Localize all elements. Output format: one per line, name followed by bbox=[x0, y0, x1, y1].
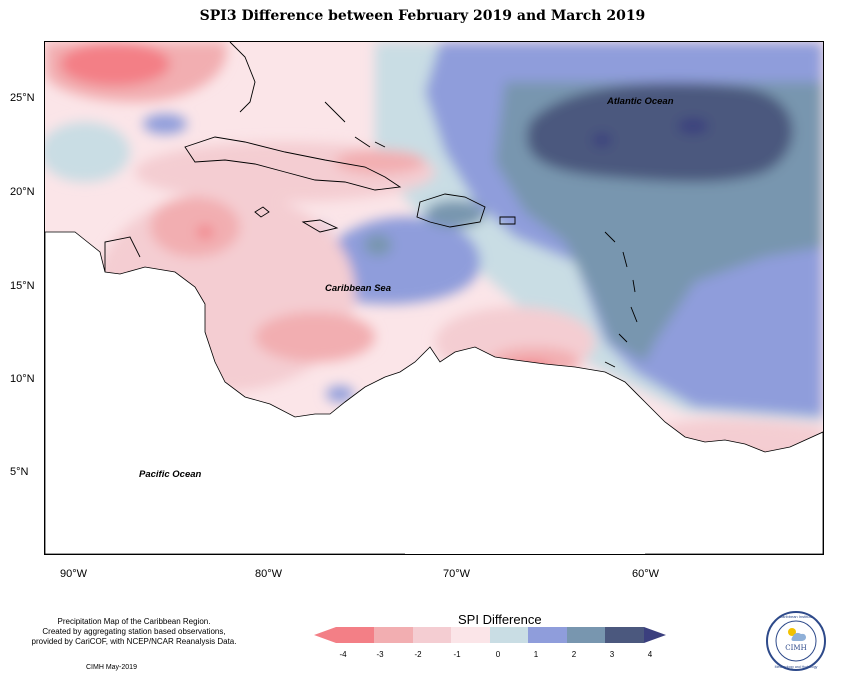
y-tick-20n: 20°N bbox=[10, 186, 35, 198]
legend-tick-m4: -4 bbox=[339, 650, 347, 659]
land-south-america bbox=[405, 362, 665, 554]
x-tick-90w: 90°W bbox=[60, 568, 88, 580]
legend-arrow-right bbox=[644, 627, 666, 643]
map-frame: Atlantic Ocean Caribbean Sea Pacific Oce… bbox=[44, 41, 824, 555]
map-title: SPI3 Difference between February 2019 an… bbox=[199, 8, 646, 24]
legend-arrow-left bbox=[314, 627, 336, 643]
y-tick-15n: 15°N bbox=[10, 280, 35, 292]
legend-swatch-3 bbox=[451, 627, 490, 643]
dry-spot bbox=[197, 226, 213, 238]
legend-swatch-1 bbox=[374, 627, 413, 643]
pacific-ocean-label: Pacific Ocean bbox=[139, 469, 202, 480]
credits-line-3: provided by CariCOF, with NCEP/NCAR Rean… bbox=[31, 637, 237, 646]
credits-line-1: Precipitation Map of the Caribbean Regio… bbox=[57, 617, 211, 626]
wet-extreme-core bbox=[677, 118, 709, 134]
cimh-logo: CIMH Caribbean Institute Meteorology and… bbox=[765, 610, 827, 672]
y-tick-25n: 25°N bbox=[10, 92, 35, 104]
coastlines bbox=[104, 42, 638, 368]
x-tick-80w: 80°W bbox=[255, 568, 283, 580]
logo-center-text: CIMH bbox=[785, 644, 806, 652]
dry-light-cuba-east bbox=[335, 150, 425, 174]
legend-tick-3: 3 bbox=[610, 650, 615, 659]
dry-central-am bbox=[150, 197, 240, 257]
legend-tick-m1: -1 bbox=[453, 650, 461, 659]
legend-swatch-2 bbox=[413, 627, 451, 643]
logo-bottom-text: Meteorology and Hydrology bbox=[775, 665, 818, 669]
legend-title: SPI Difference bbox=[458, 612, 542, 627]
legend-tick-0: 0 bbox=[496, 650, 501, 659]
panama-wet bbox=[326, 386, 354, 402]
y-tick-10n: 10°N bbox=[10, 373, 35, 385]
wet-patch-west bbox=[143, 114, 187, 134]
legend-colorbar: -4 -3 -2 -1 0 1 2 3 4 bbox=[314, 627, 684, 668]
spi-map: Atlantic Ocean Caribbean Sea Pacific Oce… bbox=[45, 42, 823, 554]
legend-swatch-5 bbox=[528, 627, 567, 643]
cimh-date: CIMH May-2019 bbox=[86, 664, 137, 671]
legend-swatch-0 bbox=[336, 627, 374, 643]
wet-patch-nw bbox=[45, 122, 130, 182]
logo-top-text: Caribbean Institute bbox=[779, 614, 813, 619]
x-tick-70w: 70°W bbox=[443, 568, 471, 580]
x-tick-60w: 60°W bbox=[632, 568, 660, 580]
cloud-icon bbox=[791, 632, 806, 641]
wet-extreme-core2 bbox=[592, 133, 612, 147]
legend-tick-m3: -3 bbox=[376, 650, 384, 659]
legend-swatch-6 bbox=[567, 627, 605, 643]
legend-tick-m2: -2 bbox=[414, 650, 422, 659]
legend-tick-4: 4 bbox=[648, 650, 653, 659]
atlantic-ocean-label: Atlantic Ocean bbox=[606, 96, 674, 107]
credits-block: Precipitation Map of the Caribbean Regio… bbox=[14, 617, 254, 647]
antilles-wet bbox=[425, 200, 485, 228]
caribbean-sea-label: Caribbean Sea bbox=[325, 283, 391, 294]
sun-icon bbox=[788, 628, 796, 636]
y-tick-5n: 5°N bbox=[10, 466, 29, 478]
caribbean-wet-zone bbox=[314, 217, 481, 304]
dry-colombia-basin bbox=[255, 312, 375, 362]
legend-tick-2: 2 bbox=[572, 650, 577, 659]
credits-line-2: Created by aggregating station based obs… bbox=[42, 627, 226, 636]
dry-strong-gulf bbox=[60, 42, 170, 86]
caribbean-wet-core bbox=[364, 234, 392, 256]
legend-swatch-7 bbox=[605, 627, 644, 643]
legend-swatch-4 bbox=[490, 627, 528, 643]
wet-very-zone bbox=[526, 82, 793, 182]
legend-tick-1: 1 bbox=[534, 650, 539, 659]
